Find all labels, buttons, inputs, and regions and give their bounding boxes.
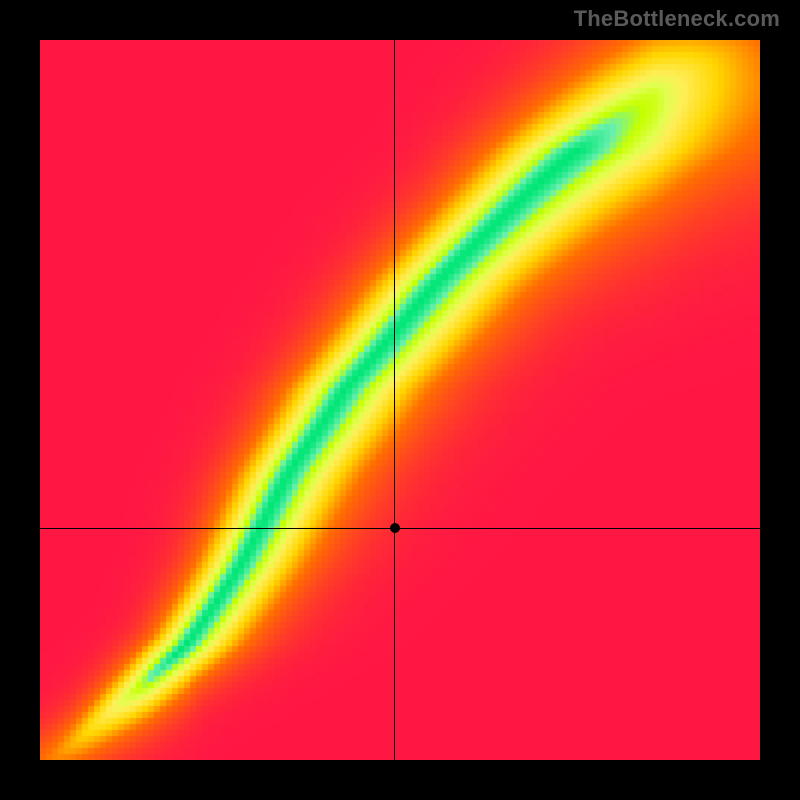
heatmap-canvas [40,40,760,760]
crosshair-vertical [394,40,395,760]
crosshair-horizontal [40,528,760,529]
chart-container: TheBottleneck.com [0,0,800,800]
watermark-text: TheBottleneck.com [574,6,780,32]
